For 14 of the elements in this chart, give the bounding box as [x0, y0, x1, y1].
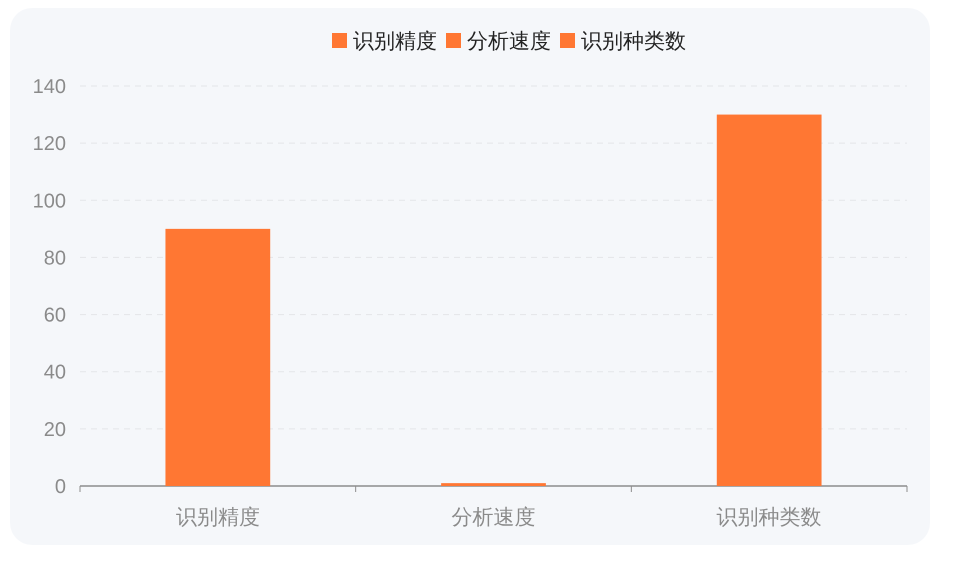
- x-tick-label: 识别种类数: [716, 506, 822, 529]
- y-tick-label: 80: [44, 247, 66, 270]
- y-tick-label: 20: [44, 418, 66, 441]
- y-tick-label: 100: [32, 190, 66, 212]
- y-tick-label: 120: [32, 133, 66, 156]
- y-tick-label: 40: [44, 362, 66, 384]
- x-tick-label: 识别精度: [176, 506, 260, 529]
- x-tick-label: 分析速度: [452, 506, 536, 529]
- legend-label: 分析速度: [467, 30, 551, 53]
- legend-label: 识别种类数: [581, 30, 686, 53]
- y-tick-label: 140: [32, 76, 66, 98]
- legend-label: 识别精度: [353, 30, 437, 53]
- y-tick-label: 60: [44, 304, 66, 327]
- y-tick-label: 0: [54, 476, 66, 498]
